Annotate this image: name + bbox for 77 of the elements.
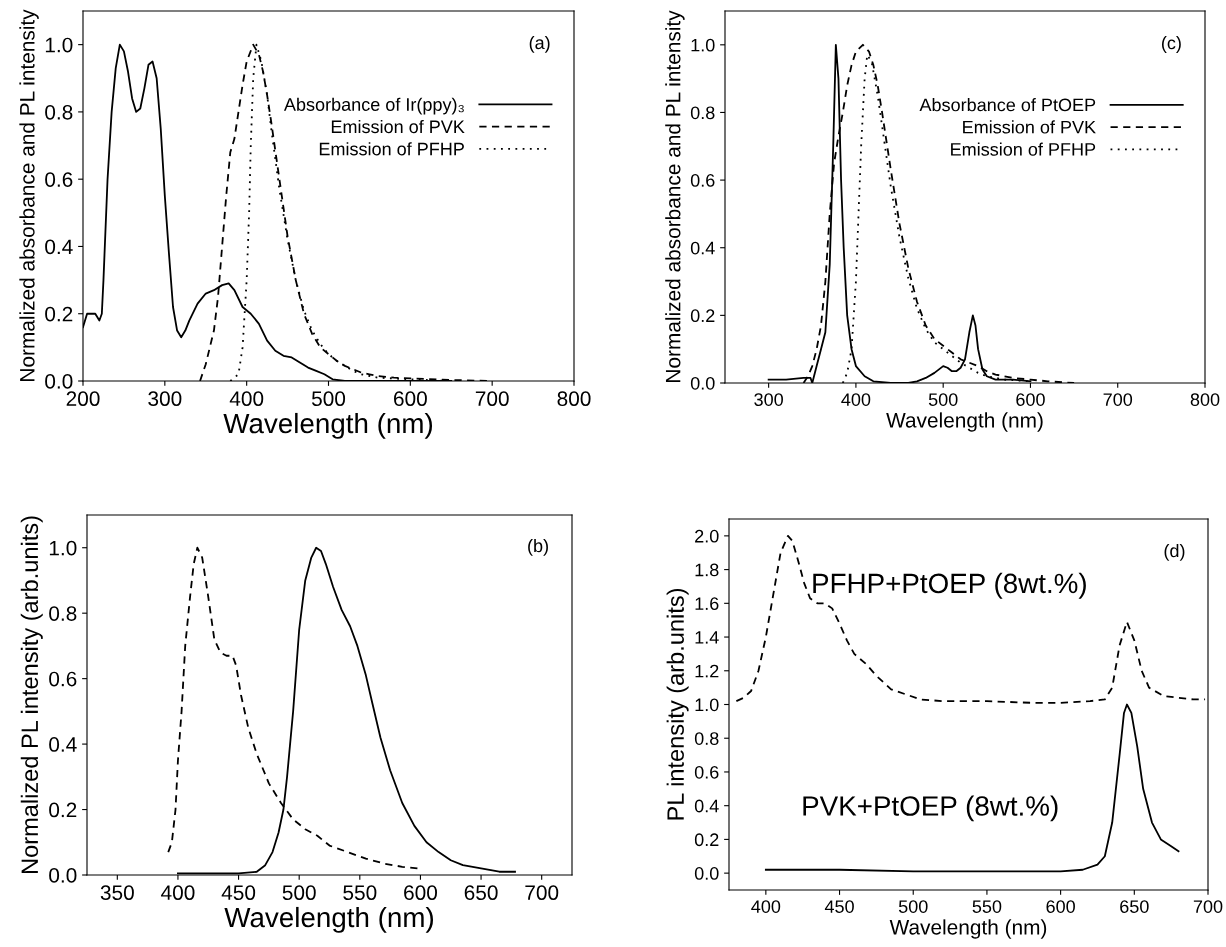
x-tick-label: 550 [972,900,1002,913]
x-axis-title: Wavelength (nm) [224,906,434,933]
y-tick-label: 0.8 [694,732,719,745]
y-tick-label: 0.8 [690,106,715,120]
legend-label: Emission of PVK [331,119,465,134]
x-tick-label: 500 [928,393,958,406]
x-tick-label: 400 [751,900,781,913]
x-tick-label: 200 [66,391,100,407]
y-tick-label: 1.0 [49,540,77,556]
x-tick-label: 300 [148,391,182,407]
y-tick-label: 0.2 [690,309,715,323]
y-tick-label: 0.2 [694,833,719,847]
x-tick-label: 800 [557,391,591,407]
y-tick-label: 1.0 [691,38,715,52]
y-tick-label: 0.6 [45,172,73,187]
x-tick-label: 400 [841,393,871,406]
x-tick-label: 350 [100,885,134,901]
x-tick-label: 450 [824,900,854,913]
y-tick-label: 1.0 [695,698,719,712]
legend-label: Emission of PFHP [951,142,1096,156]
y-tick-label: 2.0 [695,529,719,543]
y-tick-label: 1.0 [45,37,73,53]
legend-label: Emission of PFHP [319,142,464,156]
y-tick-label: 0.4 [694,799,719,813]
y-tick-label: 1.8 [695,563,719,577]
y-tick-label: 0.4 [690,241,715,255]
annotation: (a) [529,35,550,53]
x-tick-label: 450 [221,885,256,901]
annotation: (b) [528,538,548,556]
x-tick-label: 600 [394,391,427,407]
x-tick-label: 650 [464,885,498,901]
y-tick-label: 0.0 [49,868,77,883]
x-tick-label: 300 [754,393,783,406]
y-tick-label: 0.4 [45,239,73,255]
legend-label: Absorbance of Ir(ppy)₃ [283,97,464,115]
y-axis-title: Normalized absorbance and PL intensity [19,9,39,381]
y-tick-label: 1.4 [695,631,719,644]
x-tick-label: 600 [404,885,437,901]
x-tick-label: 700 [1103,393,1133,406]
x-tick-label: 700 [525,885,559,901]
series-label: PFHP+PtOEP (8wt.%) [813,572,1086,599]
x-axis-title: Wavelength (nm) [889,919,1047,939]
y-tick-label: 0.8 [49,606,77,621]
y-axis-title: Normalized absorbance and PL intensity [665,10,685,382]
x-tick-label: 550 [343,885,377,901]
legend-label: Emission of PVK [963,120,1096,134]
y-axis-title: Normalized PL intensity (arb.units) [20,516,43,874]
annotation: (d) [1164,543,1185,561]
annotation: (c) [1161,36,1181,53]
y-tick-label: 0.6 [694,765,719,779]
x-tick-label: 700 [1193,900,1223,913]
x-tick-label: 600 [1016,393,1045,406]
x-tick-label: 400 [161,885,195,901]
y-tick-label: 0.4 [49,737,77,752]
x-tick-label: 500 [311,391,346,407]
y-tick-label: 0.6 [49,671,77,687]
y-tick-label: 1.2 [695,664,719,678]
x-tick-label: 700 [475,391,509,407]
y-tick-label: 0.2 [45,306,73,322]
y-tick-label: 0.6 [690,174,715,187]
x-tick-label: 600 [1046,900,1075,913]
x-tick-label: 500 [898,900,928,913]
y-axis-title: PL intensity (arb.units) [666,588,689,820]
series-label: PVK+PtOEP (8wt.%) [803,795,1058,822]
x-axis-title: Wavelength (nm) [886,412,1043,432]
x-tick-label: 800 [1190,393,1220,406]
y-tick-label: 0.8 [45,104,73,120]
x-tick-label: 500 [282,885,316,901]
y-tick-label: 0.0 [690,376,715,390]
y-tick-label: 0.2 [49,802,77,818]
y-tick-label: 0.0 [45,374,73,389]
y-tick-label: 0.0 [694,867,719,880]
x-axis-title: Wavelength (nm) [223,412,433,439]
x-tick-label: 650 [1120,900,1149,913]
y-tick-label: 1.6 [695,597,719,611]
x-tick-label: 400 [229,391,264,407]
legend-label: Absorbance of PtOEP [919,98,1096,112]
